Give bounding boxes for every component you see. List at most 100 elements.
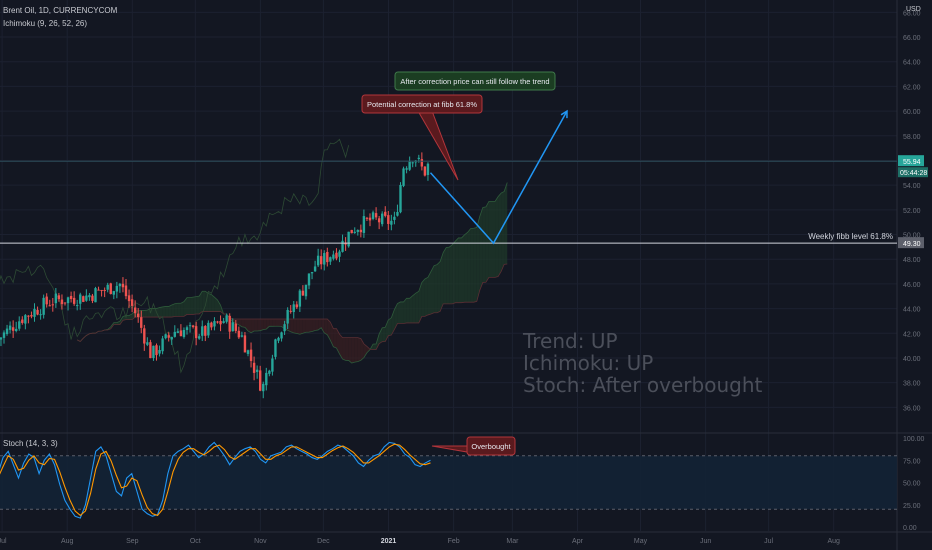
- summary-line-2: Ichimoku: UP: [523, 351, 653, 375]
- candle-body: [365, 217, 369, 219]
- time-tick-label: Apr: [572, 538, 584, 545]
- candle-body: [69, 295, 73, 300]
- cloud-span-b: [77, 263, 508, 350]
- time-tick-label: Feb: [448, 538, 460, 545]
- price-tick-label: 50.00: [903, 233, 921, 240]
- candle-body: [219, 321, 222, 325]
- candle-body: [237, 330, 241, 338]
- fib-tag-box: [898, 237, 924, 249]
- candle-body: [15, 328, 18, 331]
- price-tick-label: 52.00: [903, 208, 921, 215]
- candle-body: [115, 285, 119, 292]
- candle-body: [387, 215, 390, 224]
- candle-body: [94, 288, 97, 303]
- candle-body: [0, 337, 3, 340]
- candle-body: [21, 319, 24, 323]
- candle-body: [222, 321, 225, 323]
- candle-body: [374, 213, 378, 218]
- candle-body: [417, 157, 420, 159]
- candle-body: [307, 273, 311, 286]
- candle-body: [118, 283, 122, 287]
- note-trend: After correction price can still follow …: [394, 71, 556, 91]
- candle-body: [320, 256, 323, 265]
- indicator-title: Ichimoku (9, 26, 52, 26): [3, 19, 88, 28]
- candle-body: [213, 321, 216, 327]
- stoch-band: [0, 455, 897, 510]
- price-tick-label: 38.00: [903, 381, 921, 388]
- candle-body: [106, 284, 109, 290]
- countdown-value: 05:44:28: [900, 170, 927, 177]
- price-tag-box: [898, 155, 924, 167]
- candle-body: [411, 162, 414, 164]
- candle-body: [88, 295, 91, 298]
- time-tick-label: Sep: [126, 538, 139, 545]
- stoch-title: Stoch (14, 3, 3): [3, 439, 58, 448]
- candle-body: [384, 211, 387, 216]
- summary-line-3: Stoch: After overbought: [523, 373, 763, 397]
- candle-body: [310, 272, 314, 274]
- candle-body: [265, 372, 268, 386]
- candle-body: [137, 313, 140, 318]
- candle-body: [368, 217, 372, 221]
- candle-body: [350, 229, 353, 234]
- candle-body: [143, 328, 146, 344]
- ichimoku-cloud: [0, 138, 508, 374]
- candle-body: [298, 290, 302, 307]
- candle-body: [268, 370, 271, 374]
- candle-body: [194, 326, 198, 339]
- note-correction: Potential correction at fibb 61.8%: [361, 94, 483, 181]
- stoch-tick-label: 75.00: [903, 458, 921, 465]
- stoch-tick-label: 25.00: [903, 503, 921, 510]
- candle-body: [204, 326, 207, 336]
- fib-tag-value: 49.30: [903, 241, 921, 248]
- candle-body: [225, 315, 228, 322]
- fib-level-label: Weekly fibb level 61.8%: [808, 232, 893, 241]
- stoch-tick-label: 50.00: [903, 481, 921, 488]
- candle-body: [283, 324, 286, 332]
- candle-body: [60, 299, 64, 305]
- candle-body: [201, 326, 204, 336]
- price-tick-label: 54.00: [903, 183, 921, 190]
- candle-body: [216, 321, 219, 323]
- candle-body: [127, 295, 131, 302]
- price-tick-label: 48.00: [903, 257, 921, 264]
- candle-body: [173, 331, 176, 337]
- candle-body: [82, 296, 85, 302]
- candle-body: [164, 334, 167, 339]
- candle-body: [24, 315, 27, 324]
- candle-body: [277, 337, 280, 341]
- time-tick-label: Aug: [61, 538, 74, 545]
- candle-body: [170, 337, 173, 340]
- candle-body: [158, 350, 161, 354]
- candle-body: [2, 332, 6, 338]
- stoch-tick-label: 0.00: [903, 525, 917, 532]
- candle-body: [240, 335, 244, 337]
- candle-body: [130, 299, 134, 306]
- candle-body: [259, 370, 262, 391]
- candle-body: [399, 184, 402, 213]
- candle-body: [27, 315, 30, 317]
- candle-body: [179, 330, 183, 337]
- time-tick-label: Oct: [190, 538, 201, 545]
- candle-body: [85, 295, 88, 301]
- candle-body: [112, 291, 115, 295]
- time-tick-label: Nov: [254, 538, 267, 545]
- candle-body: [246, 350, 250, 354]
- time-tick-label: Dec: [317, 538, 330, 545]
- candle-body: [313, 266, 317, 272]
- candle-body: [188, 325, 192, 327]
- candle-body: [97, 289, 100, 291]
- candle-body: [393, 216, 396, 220]
- candle-body: [176, 331, 180, 333]
- candle-body: [274, 339, 277, 357]
- candle-body: [30, 315, 33, 317]
- candle-body: [280, 332, 283, 339]
- candle-body: [255, 369, 259, 372]
- candle-body: [79, 294, 82, 304]
- time-tick-label: Jun: [700, 538, 711, 545]
- candle-body: [347, 231, 350, 247]
- lagging-span: [0, 138, 350, 374]
- candle-body: [402, 168, 405, 186]
- candle-body: [66, 297, 70, 304]
